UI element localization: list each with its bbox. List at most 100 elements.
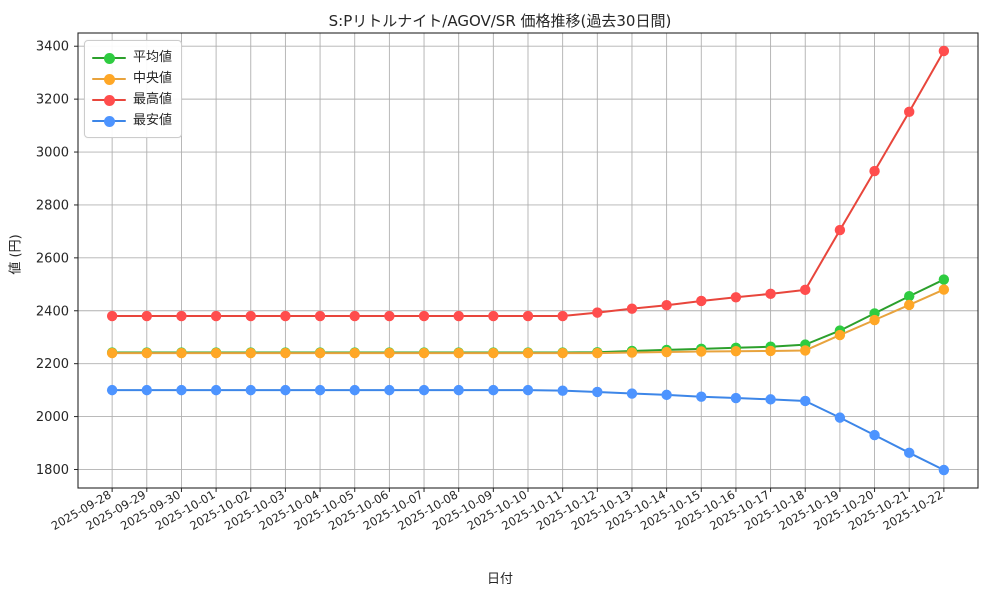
data-point	[106, 384, 118, 396]
legend-swatch-icon	[92, 114, 126, 128]
data-point	[730, 292, 742, 303]
data-point	[938, 464, 950, 476]
data-point	[453, 310, 464, 322]
data-point	[661, 389, 672, 401]
data-point	[384, 384, 395, 396]
data-point	[488, 310, 499, 322]
data-point	[557, 347, 568, 359]
data-point	[557, 310, 568, 322]
data-point	[904, 299, 915, 311]
data-point	[384, 347, 395, 359]
data-point	[800, 395, 811, 407]
data-point	[453, 347, 464, 359]
legend-item-3[interactable]: 最安値	[92, 110, 172, 131]
data-point	[280, 310, 291, 322]
data-point	[592, 386, 603, 398]
data-point	[696, 391, 707, 402]
data-point	[557, 385, 568, 396]
y-tick-label: 2800	[36, 198, 69, 213]
data-point	[765, 394, 776, 405]
data-point	[384, 310, 395, 322]
data-point	[488, 347, 499, 359]
legend-item-0[interactable]: 平均値	[92, 47, 172, 68]
data-point	[314, 310, 326, 322]
y-tick-label: 1800	[36, 463, 69, 478]
chart-legend: 平均値中央値最高値最安値	[84, 40, 183, 138]
data-point	[834, 412, 846, 423]
axes-frame	[77, 32, 979, 489]
data-point	[210, 310, 222, 322]
x-axis-label: 日付	[486, 572, 513, 587]
data-point	[834, 329, 846, 341]
data-point	[176, 384, 187, 396]
y-tick-label: 2400	[36, 304, 69, 319]
data-point	[488, 384, 499, 396]
data-point	[696, 295, 707, 307]
legend-swatch-icon	[92, 93, 126, 107]
data-point	[626, 388, 638, 399]
data-point	[904, 106, 915, 118]
data-point	[661, 346, 672, 358]
data-point	[349, 310, 360, 322]
legend-swatch-icon	[92, 51, 126, 65]
legend-label: 平均値	[133, 50, 173, 65]
y-tick-label: 2600	[36, 251, 69, 266]
data-point	[210, 384, 222, 396]
data-point	[141, 384, 152, 396]
data-point	[904, 291, 915, 302]
data-point	[869, 165, 880, 177]
data-point	[696, 346, 707, 357]
data-point	[522, 347, 534, 359]
y-tick-label: 3000	[36, 146, 69, 161]
data-point	[418, 347, 430, 359]
data-point	[141, 310, 152, 322]
data-point	[765, 288, 776, 300]
data-point	[141, 347, 152, 359]
data-point	[522, 310, 534, 322]
data-point	[661, 300, 672, 311]
data-point	[314, 347, 326, 359]
data-point	[938, 45, 950, 57]
legend-label: 最安値	[133, 113, 173, 128]
data-point	[418, 384, 430, 396]
data-point	[314, 384, 326, 396]
data-point	[210, 347, 222, 359]
data-point	[592, 347, 603, 359]
legend-item-2[interactable]: 最高値	[92, 89, 172, 110]
y-tick-label: 3400	[36, 40, 69, 55]
data-point	[626, 347, 638, 358]
data-point	[245, 384, 256, 396]
data-point	[592, 307, 603, 318]
legend-label: 最高値	[133, 92, 173, 107]
legend-swatch-icon	[92, 72, 126, 86]
data-point	[765, 345, 776, 357]
data-point	[800, 284, 811, 296]
data-point	[800, 345, 811, 356]
legend-label: 中央値	[133, 71, 173, 86]
data-point	[418, 310, 430, 322]
y-tick-label: 2200	[36, 357, 69, 372]
data-point	[349, 384, 360, 396]
data-point	[522, 384, 534, 396]
y-tick-label: 2000	[36, 410, 69, 425]
data-point	[938, 284, 950, 295]
data-point	[626, 303, 638, 314]
legend-item-1[interactable]: 中央値	[92, 68, 172, 89]
data-point	[106, 310, 118, 322]
data-point	[176, 310, 187, 322]
data-point	[245, 347, 256, 359]
data-point	[280, 347, 291, 359]
data-point	[938, 274, 950, 285]
data-point	[834, 224, 846, 236]
data-point	[869, 314, 880, 326]
data-point	[730, 392, 742, 404]
data-point	[453, 384, 464, 396]
y-tick-label: 3200	[36, 93, 69, 108]
data-point	[106, 347, 118, 359]
data-point	[245, 310, 256, 322]
data-point	[280, 384, 291, 396]
data-point	[349, 347, 360, 359]
chart-title: S:Pリトルナイト/AGOV/SR 価格推移(過去30日間)	[328, 12, 672, 30]
